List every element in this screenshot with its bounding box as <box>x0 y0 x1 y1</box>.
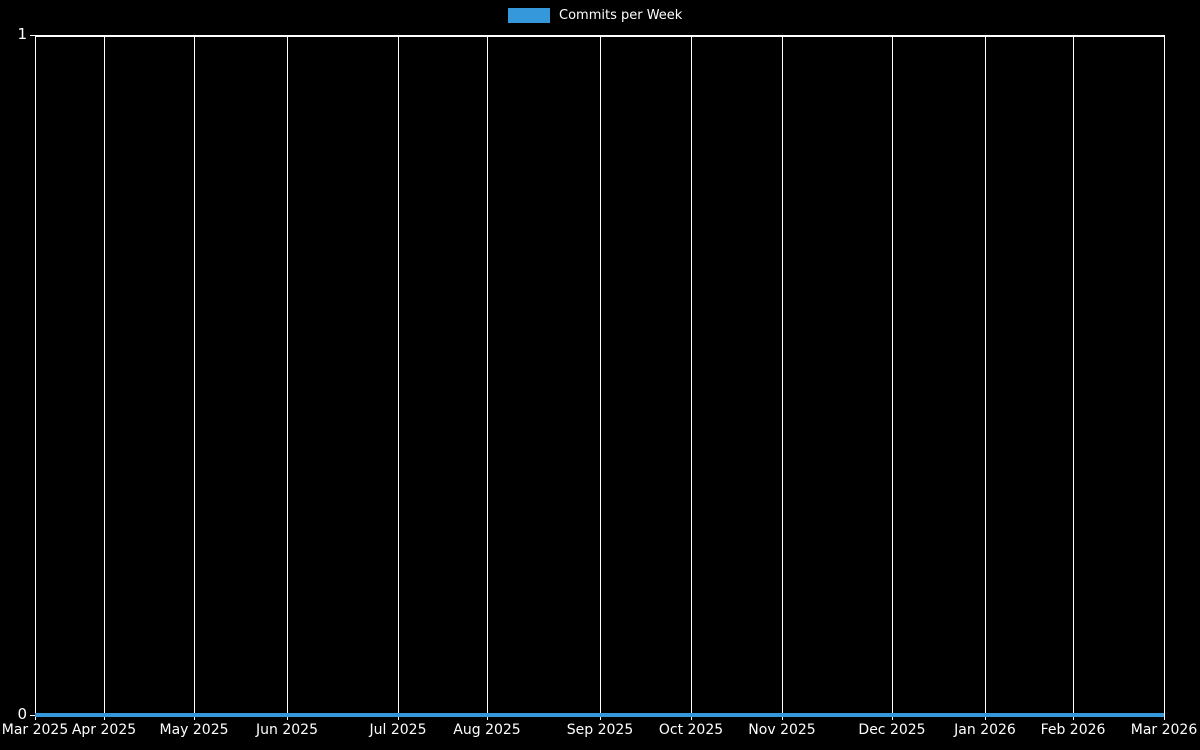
x-tick-mark-2 <box>194 715 195 720</box>
plot-area <box>30 35 1165 720</box>
x-tick-mark-12 <box>1164 715 1165 720</box>
x-tick-mark-4 <box>398 715 399 720</box>
x-tick-label-nov-2025: Nov 2025 <box>748 722 816 738</box>
gridline-mar-2025 <box>35 35 36 715</box>
x-tick-mark-10 <box>985 715 986 720</box>
gridline-aug-2025 <box>487 35 488 715</box>
x-tick-label-jan-2026: Jan 2026 <box>954 722 1016 738</box>
x-tick-mark-8 <box>782 715 783 720</box>
x-tick-label-mar-2025: Mar 2025 <box>1 722 69 738</box>
gridline-nov-2025 <box>782 35 783 715</box>
gridline-jan-2026 <box>985 35 986 715</box>
x-tick-mark-9 <box>892 715 893 720</box>
gridline-feb-2026 <box>1073 35 1074 715</box>
x-tick-label-mar-2026: Mar 2026 <box>1130 722 1198 738</box>
x-tick-mark-6 <box>600 715 601 720</box>
gridline-jul-2025 <box>398 35 399 715</box>
gridline-dec-2025 <box>892 35 893 715</box>
y-tick-label-0: 0 <box>17 705 27 723</box>
x-tick-label-may-2025: May 2025 <box>159 722 229 738</box>
x-tick-mark-3 <box>287 715 288 720</box>
x-tick-label-jun-2025: Jun 2025 <box>256 722 318 738</box>
x-tick-mark-11 <box>1073 715 1074 720</box>
x-tick-mark-5 <box>487 715 488 720</box>
axis-spine-top <box>35 35 1164 37</box>
x-tick-label-sep-2025: Sep 2025 <box>566 722 634 738</box>
x-tick-mark-0 <box>35 715 36 720</box>
legend-label-commits-per-week: Commits per Week <box>559 7 683 23</box>
x-tick-label-feb-2026: Feb 2026 <box>1040 722 1106 738</box>
y-tick-mark-0 <box>30 715 35 716</box>
gridline-may-2025 <box>194 35 195 715</box>
x-tick-label-oct-2025: Oct 2025 <box>658 722 724 738</box>
x-tick-label-jul-2025: Jul 2025 <box>369 722 427 738</box>
gridline-oct-2025 <box>691 35 692 715</box>
x-tick-mark-1 <box>104 715 105 720</box>
chart-legend: Commits per Week <box>508 4 682 26</box>
gridline-apr-2025 <box>104 35 105 715</box>
plot-background <box>35 35 1164 715</box>
gridline-sep-2025 <box>600 35 601 715</box>
legend-swatch-commits-per-week <box>508 7 550 23</box>
gridline-jun-2025 <box>287 35 288 715</box>
x-tick-label-aug-2025: Aug 2025 <box>453 722 521 738</box>
x-tick-label-dec-2025: Dec 2025 <box>858 722 926 738</box>
series-line-commits-per-week <box>35 713 1164 717</box>
x-tick-mark-7 <box>691 715 692 720</box>
y-tick-mark-1 <box>30 35 35 36</box>
y-tick-label-1: 1 <box>17 25 27 43</box>
x-tick-label-apr-2025: Apr 2025 <box>71 722 137 738</box>
gridline-mar-2026 <box>1164 35 1165 715</box>
